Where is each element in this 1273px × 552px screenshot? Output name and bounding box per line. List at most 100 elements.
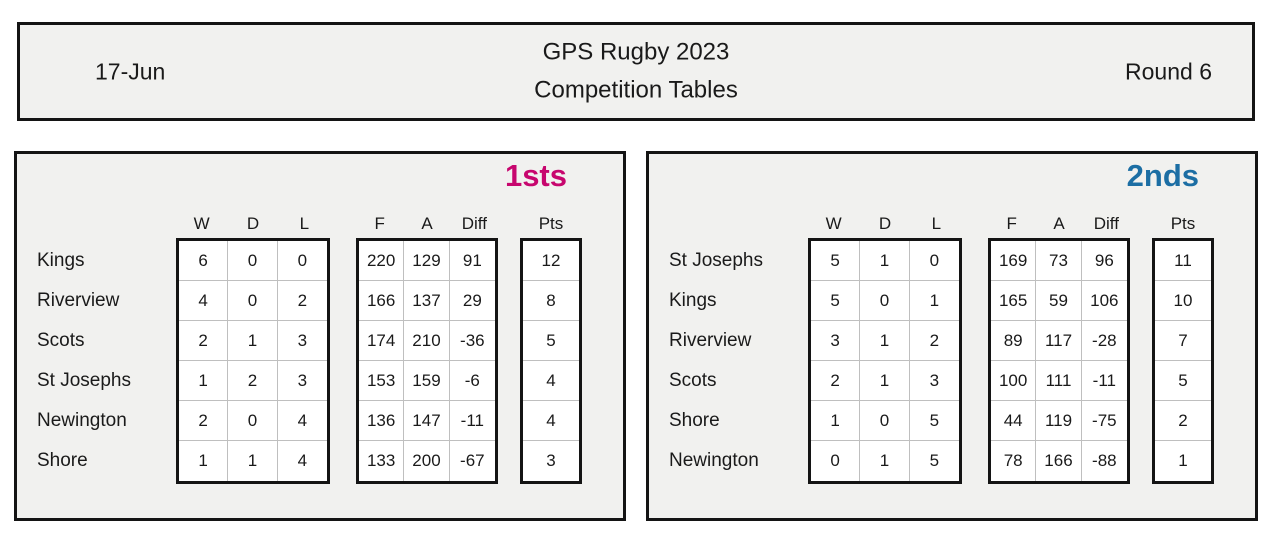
stat-cell-f: 100: [991, 361, 1037, 401]
team-names-column: Kings Riverview Scots St Josephs Newington Sh…: [37, 241, 175, 481]
stat-cell-l: 4: [277, 401, 327, 441]
round-label: Round 6: [1125, 58, 1212, 84]
stat-cell-a: 159: [404, 361, 450, 401]
col-header-f: F: [1006, 214, 1017, 233]
stat-cell-w: 5: [811, 281, 861, 321]
stat-cell-w: 2: [179, 321, 229, 361]
stat-cell-pts: 4: [523, 361, 579, 401]
stat-cell-d: 1: [860, 361, 910, 401]
stat-cell-d: 0: [860, 281, 910, 321]
stat-cell-d: 0: [228, 401, 278, 441]
stat-cell-l: 3: [909, 361, 959, 401]
col-header-f: F: [374, 214, 385, 233]
stat-cell-d: 1: [860, 441, 910, 481]
stat-cell-diff: 91: [449, 241, 495, 281]
stat-cell-d: 1: [228, 321, 278, 361]
col-header-pts: Pts: [538, 214, 564, 233]
stat-cell-pts: 3: [523, 441, 579, 481]
stat-cell-a: 73: [1036, 241, 1082, 281]
team-name: Newington: [669, 450, 759, 471]
stat-cell-pts: 2: [1155, 401, 1211, 441]
stat-cell-f: 165: [991, 281, 1037, 321]
col-header-a: A: [1053, 214, 1065, 233]
team-name: Shore: [669, 410, 720, 431]
col-header-d: D: [246, 214, 260, 233]
stat-cell-a: 200: [404, 441, 450, 481]
stat-cell-pts: 11: [1155, 241, 1211, 281]
team-name: Scots: [37, 330, 85, 351]
for-against-diff-block: 220 129 91 166 137 29 174 210 -36 153 159 -6 136 147-…: [356, 238, 498, 484]
col-header-pts: Pts: [1170, 214, 1196, 233]
stat-cell-a: 129: [404, 241, 450, 281]
stat-cell-l: 3: [277, 321, 327, 361]
stat-cell-l: 0: [277, 241, 327, 281]
stat-cell-d: 0: [228, 281, 278, 321]
stat-cell-diff: -28: [1081, 321, 1127, 361]
stat-cell-f: 220: [359, 241, 405, 281]
stat-cell-w: 5: [811, 241, 861, 281]
col-header-w: W: [825, 214, 842, 233]
stat-cell-d: 0: [228, 241, 278, 281]
team-name: Scots: [669, 370, 717, 391]
stat-cell-a: 111: [1036, 361, 1082, 401]
stat-cell-f: 89: [991, 321, 1037, 361]
stat-cell-f: 166: [359, 281, 405, 321]
team-name: St Josephs: [669, 250, 763, 271]
stat-cell-w: 1: [179, 361, 229, 401]
column-header-pts: Pts: [520, 210, 582, 238]
competition-title: GPS Rugby 2023 Competition Tables: [20, 33, 1252, 110]
points-block: 11 10 7 5 2 1: [1152, 238, 1214, 484]
column-header-pts: Pts: [1152, 210, 1214, 238]
table-panel-2nds: 2nds W D L F A Diff Pts St Josephs Kings R…: [646, 151, 1258, 521]
stat-cell-d: 1: [860, 321, 910, 361]
stat-cell-a: 59: [1036, 281, 1082, 321]
stat-cell-w: 4: [179, 281, 229, 321]
competition-title-line1: GPS Rugby 2023: [542, 38, 730, 66]
stat-cell-f: 78: [991, 441, 1037, 481]
stat-cell-a: 210: [404, 321, 450, 361]
stat-cell-pts: 4: [523, 401, 579, 441]
stat-cell-l: 3: [277, 361, 327, 401]
points-block: 12 8 5 4 4 3: [520, 238, 582, 484]
stat-cell-d: 1: [860, 241, 910, 281]
stat-cell-a: 137: [404, 281, 450, 321]
col-header-diff: Diff: [461, 214, 487, 233]
for-against-diff-block: 169 73 96 165 59 106 89 117 -28 100 111 -11 44 119 -75…: [988, 238, 1130, 484]
column-headers-fadiff: F A Diff: [356, 210, 498, 238]
stat-cell-diff: -11: [1081, 361, 1127, 401]
header-bar: 17-Jun GPS Rugby 2023 Competition Tables…: [17, 22, 1255, 121]
stat-cell-pts: 5: [523, 321, 579, 361]
team-name: Shore: [37, 450, 88, 471]
column-headers-wdl: W D L: [176, 210, 330, 238]
table-title-2nds: 2nds: [1126, 158, 1199, 193]
col-header-d: D: [878, 214, 892, 233]
stat-cell-w: 2: [811, 361, 861, 401]
team-name: Riverview: [37, 290, 120, 311]
stat-cell-d: 1: [228, 441, 278, 481]
col-header-diff: Diff: [1093, 214, 1119, 233]
team-name: Kings: [37, 250, 85, 271]
stat-cell-w: 1: [179, 441, 229, 481]
stat-cell-a: 119: [1036, 401, 1082, 441]
stat-cell-w: 3: [811, 321, 861, 361]
table-title-1sts: 1sts: [504, 158, 567, 193]
stat-cell-d: 0: [860, 401, 910, 441]
table-panel-1sts: 1sts W D L F A Diff Pts Kings Riverview Sc…: [14, 151, 626, 521]
stat-cell-f: 174: [359, 321, 405, 361]
column-headers-wdl: W D L: [808, 210, 962, 238]
stat-cell-l: 2: [909, 321, 959, 361]
stat-cell-w: 0: [811, 441, 861, 481]
stat-cell-a: 166: [1036, 441, 1082, 481]
stat-cell-diff: 106: [1081, 281, 1127, 321]
stat-cell-diff: 29: [449, 281, 495, 321]
team-name: Kings: [669, 290, 717, 311]
stat-cell-a: 117: [1036, 321, 1082, 361]
stat-cell-l: 0: [909, 241, 959, 281]
stat-cell-w: 2: [179, 401, 229, 441]
col-header-l: L: [299, 214, 310, 233]
column-headers-fadiff: F A Diff: [988, 210, 1130, 238]
stat-cell-diff: -88: [1081, 441, 1127, 481]
competition-title-line2: Competition Tables: [534, 76, 738, 104]
stat-cell-l: 2: [277, 281, 327, 321]
